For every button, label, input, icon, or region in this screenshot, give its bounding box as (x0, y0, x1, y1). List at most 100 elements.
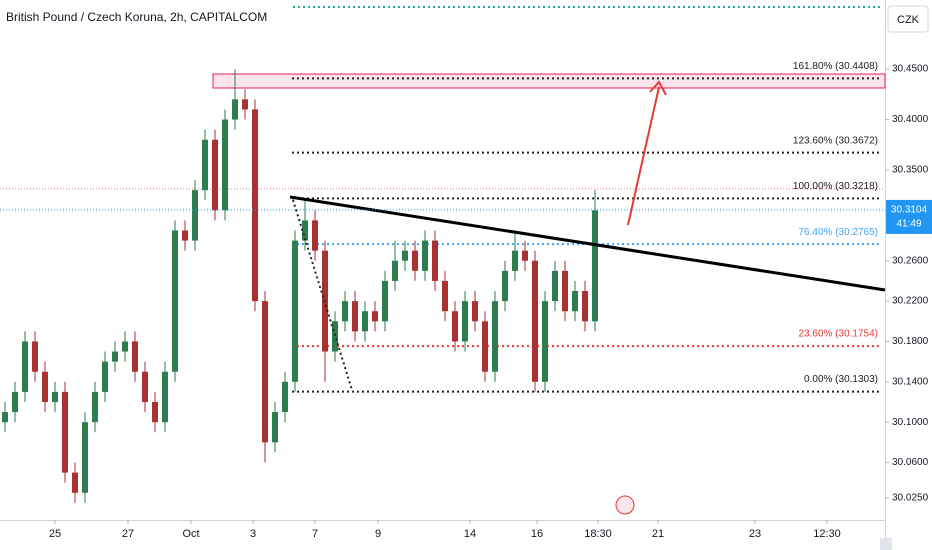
candle-body (42, 371, 48, 402)
x-tick-label: Oct (182, 528, 199, 540)
candle-body (132, 341, 138, 372)
candle-body (292, 240, 298, 382)
chart-title: British Pound / Czech Koruna, 2h, CAPITA… (6, 10, 267, 24)
candle-body (542, 301, 548, 382)
corner-box (880, 538, 892, 550)
candle-body (252, 109, 258, 302)
candle-body (182, 230, 188, 241)
candle-body (362, 311, 368, 332)
fib-label: 100.00% (30.3218) (793, 181, 878, 192)
candle-body (22, 341, 28, 392)
x-tick-label: 12:30 (813, 528, 841, 540)
y-tick-label: 30.3500 (892, 165, 929, 176)
trendline (289, 195, 886, 292)
candle-body (92, 391, 98, 423)
x-tick-label: 21 (652, 528, 664, 540)
candle-body (582, 291, 588, 322)
candle-body (522, 250, 528, 261)
candle-body (172, 230, 178, 372)
candle-body (72, 472, 78, 493)
x-tick-label: 9 (375, 528, 381, 540)
candle-body (512, 250, 518, 271)
candle-body (52, 391, 58, 402)
candle-body (32, 341, 38, 372)
candle-body (2, 412, 8, 423)
y-tick-label: 30.2200 (892, 296, 929, 307)
candle-body (562, 270, 568, 312)
candle-body (412, 250, 418, 271)
x-tick-label: 25 (49, 528, 61, 540)
candle-body (372, 311, 378, 322)
candle-body (382, 280, 388, 322)
fib-label: 76.40% (30.2765) (798, 227, 878, 238)
candle-body (272, 412, 278, 443)
candle-body (452, 311, 458, 342)
dotted-swing-line (292, 199, 353, 391)
candle-body (102, 361, 108, 392)
currency-label[interactable]: CZK (897, 14, 920, 26)
candle-body (442, 280, 448, 312)
candle-body (552, 270, 558, 302)
event-icon[interactable] (615, 495, 635, 515)
candle-body (492, 301, 498, 372)
candle-body (312, 220, 318, 251)
candle-body (82, 422, 88, 493)
y-tick-label: 30.1800 (892, 336, 929, 347)
candle-body (12, 391, 18, 413)
candle-body (402, 250, 408, 261)
candle-body (342, 301, 348, 322)
candle-body (152, 401, 158, 423)
y-tick-label: 30.4000 (892, 114, 929, 125)
candle-body (432, 240, 438, 281)
candle-body (112, 351, 118, 362)
candle-body (352, 301, 358, 332)
x-tick-label: 27 (122, 528, 134, 540)
last-price-label: 30.3104 (891, 205, 928, 216)
candle-body (262, 301, 268, 443)
candle-body (122, 341, 128, 352)
target-zone (212, 73, 886, 89)
countdown-label: 41:49 (896, 219, 921, 230)
y-tick-label: 30.4500 (892, 64, 929, 75)
x-tick-label: 23 (749, 528, 761, 540)
y-tick-label: 30.2600 (892, 255, 929, 266)
fib-label: 161.80% (30.4408) (793, 61, 878, 72)
candle-body (592, 210, 598, 322)
candle-body (222, 119, 228, 211)
candle-body (422, 240, 428, 271)
candle-body (572, 291, 578, 312)
x-tick-label: 3 (250, 528, 256, 540)
arrow-head (649, 80, 667, 96)
candle-body (202, 139, 208, 191)
y-tick-label: 30.1000 (892, 417, 929, 428)
x-tick-label: 7 (312, 528, 318, 540)
candle-body (162, 371, 168, 423)
y-tick-label: 30.0250 (892, 492, 929, 503)
candle-body (62, 391, 68, 473)
candle-body (302, 220, 308, 241)
candle-body (482, 321, 488, 372)
candle-body (532, 260, 538, 382)
candle-body (472, 301, 478, 322)
x-tick-label: 18:30 (584, 528, 612, 540)
x-tick-label: 16 (531, 528, 543, 540)
candle-body (502, 270, 508, 302)
x-tick-label: 14 (464, 528, 476, 540)
y-tick-label: 30.1400 (892, 376, 929, 387)
candle-body (282, 381, 288, 413)
fib-label: 23.60% (30.1754) (798, 329, 878, 340)
candle-body (212, 139, 218, 211)
candle-body (142, 371, 148, 402)
currency-button[interactable] (887, 5, 929, 33)
projection-arrow (627, 86, 660, 226)
candle-body (332, 321, 338, 352)
candle-body (392, 260, 398, 281)
y-tick-label: 30.0600 (892, 457, 929, 468)
last-price-box (886, 199, 932, 234)
candle-body (462, 301, 468, 342)
candle-body (242, 99, 248, 110)
fib-label: 0.00% (30.1303) (804, 374, 878, 385)
candle-body (232, 99, 238, 120)
